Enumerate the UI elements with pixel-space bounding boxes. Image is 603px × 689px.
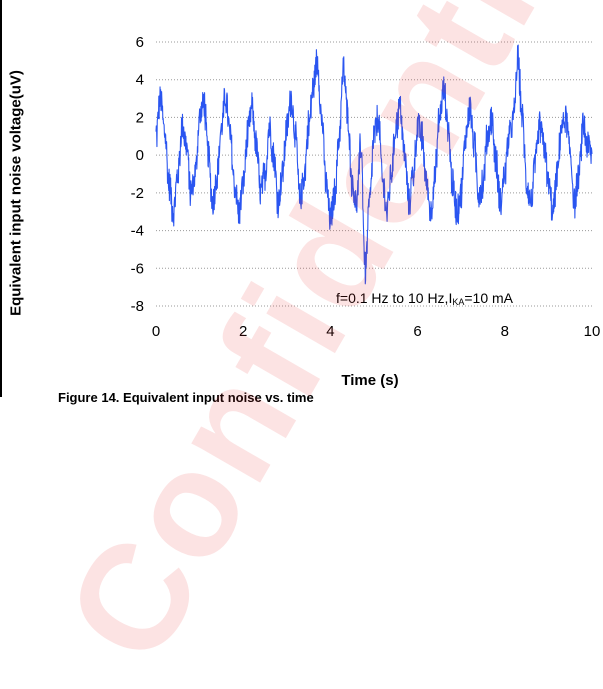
- x-tick-label: 4: [326, 323, 334, 340]
- y-axis-label-box: Equivalent input noise voltage(uV): [3, 0, 29, 385]
- x-tick-label: 2: [239, 323, 247, 340]
- y-tick-label: -8: [131, 298, 144, 315]
- y-tick-label: 0: [136, 147, 144, 164]
- x-tick-label: 6: [413, 323, 421, 340]
- test-condition-annotation: f=0.1 Hz to 10 Hz,IKA=10 mA: [336, 290, 513, 307]
- annotation-suffix: =10 mA: [464, 290, 513, 306]
- y-tick-label: 4: [136, 72, 144, 89]
- x-tick-label: 0: [152, 323, 160, 340]
- y-tick-label: -4: [131, 223, 144, 240]
- annotation-subscript: KA: [452, 297, 465, 307]
- y-tick-label: -6: [131, 260, 144, 277]
- figure-caption: Figure 14. Equivalent input noise vs. ti…: [58, 390, 314, 405]
- y-axis-label: Equivalent input noise voltage(uV): [7, 69, 25, 316]
- annotation-prefix: f=0.1 Hz to 10 Hz,I: [336, 290, 453, 306]
- noise-chart: 6 4 2 0 -2 -4 -6 -8 0 2 4 6 8 10: [131, 34, 601, 340]
- left-border-line: [0, 0, 2, 397]
- x-tick-label: 8: [501, 323, 509, 340]
- y-tick-label: 2: [136, 109, 144, 126]
- y-tick-label: -2: [131, 185, 144, 202]
- x-tick-label: 10: [584, 323, 601, 340]
- x-axis-label: Time (s): [341, 372, 399, 389]
- noise-series-line: [155, 44, 593, 285]
- y-tick-label: 6: [136, 34, 144, 51]
